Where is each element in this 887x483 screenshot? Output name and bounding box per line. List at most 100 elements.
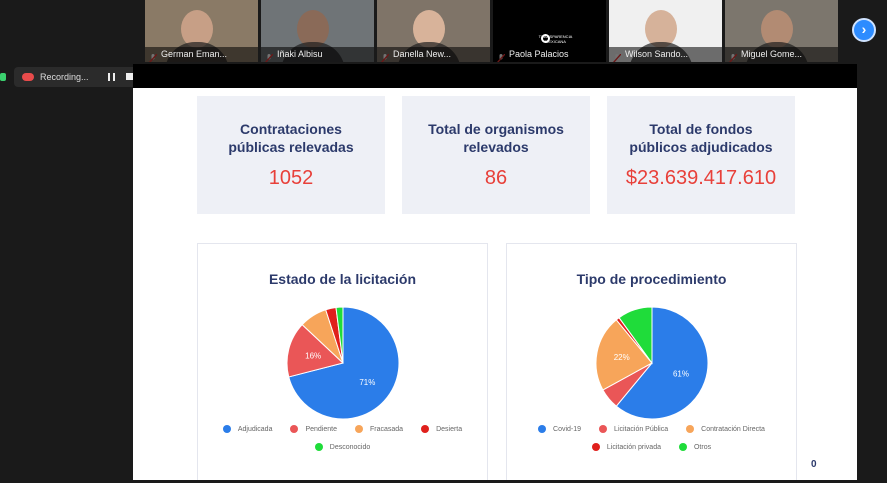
kpi-value: 1052 [268, 167, 314, 189]
legend-item[interactable]: Desconocido [314, 443, 371, 451]
participant-tile[interactable]: TRANSPARENCIA MEXICANA Paola Palacios [493, 0, 606, 62]
kpi-value: 86 [484, 167, 508, 189]
legend-label: Otros [693, 443, 712, 451]
kpi-label: Total de organismos relevados [402, 120, 590, 156]
legend-label: Licitación privada [606, 443, 661, 451]
kpi-label-line: relevados [463, 139, 529, 155]
next-participants-button[interactable]: › [852, 18, 876, 42]
participant-tile[interactable]: Miguel Gome... [725, 0, 838, 62]
recording-bar: Recording... [0, 66, 142, 88]
legend-label: Desconocido [329, 443, 371, 451]
legend-label: Adjudicada [237, 425, 273, 433]
kpi-label-line: Total de organismos [428, 121, 564, 137]
pie-value-label: 16% [305, 351, 321, 360]
pie-slice-covid-19[interactable] [615, 306, 709, 420]
pie-slice-otros[interactable] [618, 306, 653, 365]
legend-item[interactable]: Contratación Directa [686, 425, 765, 433]
legend-swatch [591, 443, 600, 451]
pie-slice-adjudicada[interactable] [288, 306, 400, 420]
participant-video [413, 10, 445, 48]
legend-swatch [678, 443, 687, 451]
shared-screen-top-bar [133, 64, 857, 88]
participant-name: Iñaki Albisu [261, 47, 374, 62]
kpi-label: Total de fondos públicos adjudicados [607, 120, 795, 156]
participant-name: German Eman... [145, 47, 258, 62]
legend-item[interactable]: Licitación privada [591, 443, 661, 451]
security-shield-icon[interactable] [0, 73, 6, 81]
pie-slice-pendiente[interactable] [286, 323, 345, 378]
recording-indicator: Recording... [14, 67, 142, 87]
legend-label: Contratación Directa [701, 425, 765, 433]
legend-item[interactable]: Fracasada [355, 425, 403, 433]
legend-label: Licitación Pública [614, 425, 669, 433]
participant-logo: TRANSPARENCIA MEXICANA [499, 34, 606, 44]
participant-tile[interactable]: German Eman... [145, 0, 258, 62]
participant-tile[interactable]: Danella New... [377, 0, 490, 62]
participant-name: Paola Palacios [493, 47, 606, 62]
kpi-card-fondos: Total de fondos públicos adjudicados $23… [607, 96, 795, 214]
participant-tile[interactable]: Iñaki Albisu [261, 0, 374, 62]
participant-video [297, 10, 329, 48]
legend-swatch [314, 443, 323, 451]
chart-card-tipo: Tipo de procedimiento 61% 22% Covid-19 Lic… [506, 243, 797, 480]
chart-card-estado: Estado de la licitación 71% 16% Adjudicad… [197, 243, 488, 480]
kpi-label: Contrataciones públicas relevadas [197, 120, 385, 156]
participant-video [181, 10, 213, 48]
kpi-card-contrataciones: Contrataciones públicas relevadas 1052 [197, 96, 385, 214]
legend-swatch [421, 425, 430, 433]
legend-swatch [355, 425, 363, 433]
shared-screen: Contrataciones públicas relevadas 1052 T… [133, 88, 857, 480]
legend-item[interactable]: Licitación Pública [599, 425, 668, 433]
legend-item[interactable]: Otros [678, 443, 712, 451]
legend-row: Adjudicada Pendiente Fracasada Desierta [198, 420, 487, 438]
pie-chart-estado: 71% 16% [286, 306, 400, 420]
participant-name: Danella New... [377, 47, 490, 62]
participant-logo-line: MEXICANA [545, 39, 566, 44]
participant-tile[interactable]: Wilson Sando... [609, 0, 722, 62]
legend-label: Fracasada [370, 425, 404, 433]
logo-icon [541, 34, 550, 43]
legend-item[interactable]: Desierta [421, 425, 462, 433]
legend-label: Covid-19 [553, 425, 582, 433]
legend-row: Licitación privada Otros [507, 438, 796, 456]
participant-name: Wilson Sando... [609, 47, 722, 62]
stop-recording-button[interactable] [126, 73, 133, 80]
chart-title: Tipo de procedimiento [576, 271, 727, 287]
pie-value-label: 61% [673, 369, 689, 378]
kpi-label-line: Contrataciones [240, 121, 342, 137]
participant-logo-line: TRANSPARENCIA [538, 34, 573, 39]
legend-swatch [599, 425, 608, 433]
pie-slice-desconocido[interactable] [335, 306, 344, 364]
kpi-label-line: públicas relevadas [228, 139, 354, 155]
kpi-label-line: Total de fondos [649, 121, 753, 137]
pie-value-label: 22% [614, 353, 630, 362]
page-indicator[interactable]: 0 [811, 459, 817, 470]
legend-item[interactable]: Pendiente [290, 425, 337, 433]
chart-legend-estado: Adjudicada Pendiente Fracasada Desierta Desc… [198, 420, 487, 456]
participant-name: Miguel Gome... [725, 47, 838, 62]
pie-slice-contrataci-n-directa[interactable] [595, 319, 653, 391]
pie-chart-tipo: 61% 22% [595, 306, 709, 420]
legend-item[interactable]: Covid-19 [538, 425, 581, 433]
legend-label: Desierta [436, 425, 463, 433]
participant-strip: German Eman... Iñaki Albisu Danella New...… [145, 0, 841, 62]
legend-row: Desconocido [198, 438, 487, 456]
chart-title: Estado de la licitación [268, 271, 417, 287]
recording-label: Recording... [40, 72, 89, 82]
legend-row: Covid-19 Licitación Pública Contratación D… [507, 420, 796, 438]
kpi-value: $23.639.417.610 [625, 167, 777, 189]
chevron-right-icon: › [861, 21, 867, 37]
participant-video [761, 10, 793, 48]
legend-swatch [538, 425, 547, 433]
participant-video [645, 10, 677, 48]
pie-value-label: 71% [359, 378, 375, 387]
kpi-label-line: públicos adjudicados [629, 139, 773, 155]
legend-item[interactable]: Adjudicada [222, 425, 273, 433]
chart-legend-tipo: Covid-19 Licitación Pública Contratación D… [507, 420, 796, 456]
legend-swatch [686, 425, 695, 433]
legend-label: Pendiente [305, 425, 337, 433]
legend-swatch [222, 425, 231, 433]
cloud-recording-icon [22, 73, 34, 81]
pause-recording-button[interactable] [108, 73, 115, 81]
